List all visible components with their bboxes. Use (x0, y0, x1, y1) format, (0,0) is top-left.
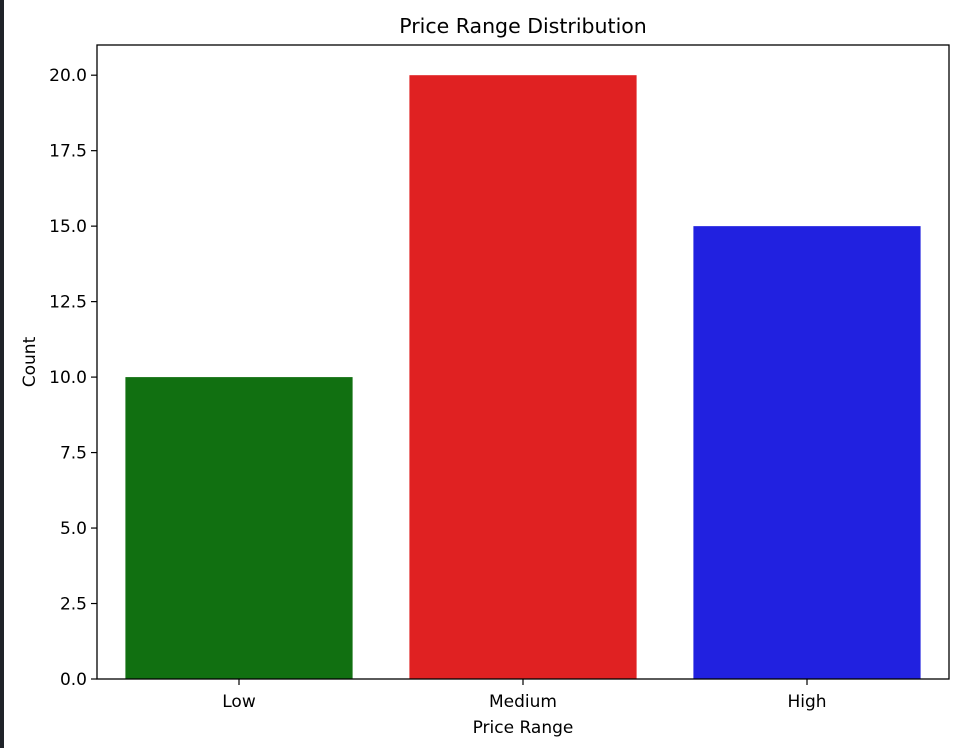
bar-low (125, 377, 353, 679)
x-tick-label: High (787, 692, 826, 712)
y-axis: 0.0 2.5 5.0 7.5 10.0 12.5 15.0 17.5 20.0 (49, 66, 97, 690)
bar-medium (409, 75, 637, 679)
y-tick-label: 10.0 (49, 368, 87, 388)
bar-chart: Price Range Distribution 0.0 2.5 5.0 7.5 10.… (20, 14, 950, 738)
plot-frame (96, 44, 950, 680)
y-tick-label: 7.5 (60, 444, 87, 464)
y-tick-label: 20.0 (49, 66, 87, 86)
y-tick-label: 0.0 (60, 670, 87, 690)
y-tick-label: 5.0 (60, 519, 87, 539)
y-axis-title: Count (20, 336, 40, 387)
bar-high (693, 226, 921, 679)
y-tick-label: 12.5 (49, 293, 87, 313)
x-axis-title: Price Range (473, 718, 574, 738)
chart-title: Price Range Distribution (399, 14, 647, 38)
x-axis: Low Medium High (222, 679, 827, 712)
chart-canvas: Price Range Distribution 0.0 2.5 5.0 7.5 10.… (4, 0, 962, 748)
x-tick-label: Medium (489, 692, 557, 712)
x-tick-label: Low (222, 692, 256, 712)
y-tick-label: 15.0 (49, 217, 87, 237)
y-tick-label: 17.5 (49, 142, 87, 162)
bars-group (125, 75, 921, 679)
y-tick-label: 2.5 (60, 595, 87, 615)
